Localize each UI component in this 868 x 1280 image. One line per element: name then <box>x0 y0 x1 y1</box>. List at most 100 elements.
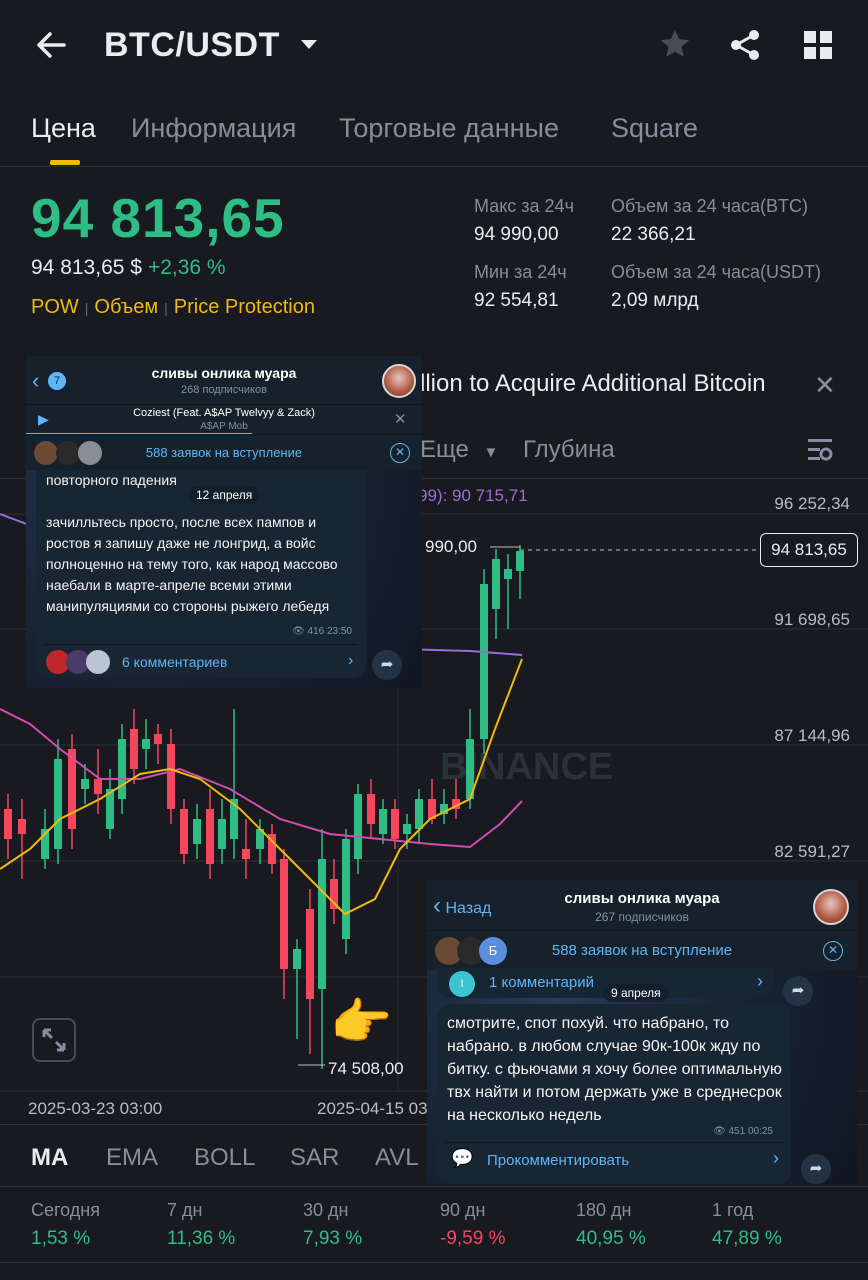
news-close-icon[interactable]: ✕ <box>814 370 836 400</box>
y-tick-2: 91 698,65 <box>774 610 850 629</box>
tg2-prev-comment-chevron-icon[interactable]: › <box>757 971 763 991</box>
tg1-song-artist: A$AP Mob <box>200 421 248 432</box>
tg1-music-close-icon[interactable]: ✕ <box>394 411 407 428</box>
price-usd: 94 813,65 $ <box>31 256 142 279</box>
share-icon[interactable] <box>728 28 762 67</box>
candle-body-15 <box>206 809 214 864</box>
candle-body-13 <box>180 809 188 854</box>
star-icon[interactable] <box>658 27 692 66</box>
perf-label-90d: 90 дн <box>440 1200 486 1220</box>
candle-body-34 <box>440 804 448 814</box>
indicator-avl[interactable]: AVL <box>375 1144 419 1171</box>
tag-price-protection[interactable]: Price Protection <box>173 296 315 318</box>
candle-body-14 <box>193 819 201 844</box>
active-tab-indicator <box>50 160 80 165</box>
perf-value-90d: -9,59 % <box>440 1228 506 1249</box>
candle-body-29 <box>379 809 387 834</box>
low-24h-value: 92 554,81 <box>474 290 559 311</box>
indicator-ema[interactable]: EMA <box>106 1144 159 1171</box>
indicator-ma[interactable]: MA <box>31 1144 69 1171</box>
tg2-comment-button[interactable]: Прокомментировать <box>487 1152 630 1169</box>
tg1-music-bar[interactable]: ▶ Coziest (Feat. A$AP Twelvyy & Zack) A$… <box>26 404 422 435</box>
tg1-join-requests[interactable]: 588 заявок на вступление <box>145 445 303 460</box>
tg1-join-close-icon[interactable]: ✕ <box>390 443 410 463</box>
high-24h-value: 94 990,00 <box>474 224 559 245</box>
back-arrow-icon[interactable] <box>34 28 68 62</box>
tg2-channel-avatar[interactable] <box>813 889 849 925</box>
high-marker-label: 990,00 <box>425 537 477 556</box>
candle-body-39 <box>504 569 512 579</box>
tg1-comments-chevron-icon[interactable]: › <box>348 652 354 669</box>
depth-tab[interactable]: Глубина <box>523 436 615 463</box>
tg1-join-bar[interactable]: 588 заявок на вступление ✕ <box>26 434 422 470</box>
tab-info[interactable]: Информация <box>131 113 297 143</box>
perf-value-7d: 11,36 % <box>167 1228 236 1249</box>
chart-settings-icon[interactable] <box>806 437 834 468</box>
tg1-commenter-avatar-3 <box>86 650 110 674</box>
tg2-date-pill: 9 апреля <box>603 984 669 1002</box>
tg2-join-close-icon[interactable]: ✕ <box>823 941 843 961</box>
candle-body-33 <box>428 799 436 819</box>
tab-square[interactable]: Square <box>611 113 699 143</box>
pair-title[interactable]: BTC/USDT <box>104 26 280 64</box>
tg1-song-title: Coziest (Feat. A$AP Twelvyy & Zack) <box>133 407 315 419</box>
telegram-screenshot-1: ‹ 7 сливы онлика муара 268 подписчиков ▶… <box>26 356 422 688</box>
tg1-back-icon[interactable]: ‹ <box>32 368 40 393</box>
perf-label-30d: 30 дн <box>303 1200 349 1220</box>
candle-body-21 <box>280 859 288 969</box>
grid-menu-icon[interactable] <box>803 30 833 65</box>
tg1-header: ‹ 7 сливы онлика муара 268 подписчиков <box>26 356 422 404</box>
candle-body-18 <box>242 849 250 859</box>
more-menu[interactable]: Еще ▼ <box>420 436 498 464</box>
pair-dropdown-icon[interactable] <box>300 38 318 56</box>
perf-value-180d: 40,95 % <box>576 1228 646 1249</box>
tabs-divider <box>0 166 868 167</box>
tag-volume[interactable]: Объем <box>94 296 159 318</box>
tag-row: POW | Объем | Price Protection <box>31 296 315 318</box>
candle-body-36 <box>466 739 474 799</box>
price-change: +2,36 % <box>147 256 226 279</box>
tg2-prev-comment-link[interactable]: 1 комментарий <box>489 974 594 991</box>
tg1-meta-text: 416 23:50 <box>307 626 352 637</box>
last-price: 94 813,65 <box>31 187 285 249</box>
tg1-forward-icon[interactable]: ➦ <box>372 650 402 680</box>
tg2-comment-chevron-icon[interactable]: › <box>773 1148 779 1168</box>
tg1-back-count: 7 <box>48 372 66 390</box>
news-banner[interactable]: llion to Acquire Additional Bitcoin <box>420 370 766 397</box>
tg1-comments-link[interactable]: 6 комментариев <box>122 654 228 670</box>
candle-body-30 <box>391 809 399 839</box>
tg2-forward-icon-2[interactable]: ➦ <box>801 1154 831 1184</box>
tg2-header: ‹ Назад сливы онлика муара 267 подписчик… <box>427 880 857 930</box>
tg2-join-requests[interactable]: 588 заявок на вступление <box>551 942 733 959</box>
perf-label-7d: 7 дн <box>167 1200 203 1220</box>
tg1-channel-avatar[interactable] <box>382 364 416 398</box>
tg1-play-icon[interactable]: ▶ <box>38 411 49 427</box>
tg2-forward-icon-1[interactable]: ➦ <box>783 976 813 1006</box>
indicator-boll[interactable]: BOLL <box>194 1144 256 1171</box>
indicator-sar[interactable]: SAR <box>290 1144 340 1171</box>
ma7-line <box>0 658 523 916</box>
candle-body-27 <box>354 794 362 859</box>
tab-price[interactable]: Цена <box>31 113 96 143</box>
tg2-meta-text: 451 00:25 <box>728 1126 773 1137</box>
tg2-back-button[interactable]: ‹ Назад <box>433 892 491 920</box>
tag-pow[interactable]: POW <box>31 296 79 318</box>
tab-trading-data[interactable]: Торговые данные <box>339 113 559 143</box>
tg2-message-text: смотрите, спот похуй. что набрано, то на… <box>447 1015 782 1124</box>
y-tick-1: 96 252,34 <box>774 494 850 513</box>
fullscreen-icon[interactable] <box>32 1018 76 1062</box>
tg2-join-bar[interactable]: Б 588 заявок на вступление ✕ <box>427 930 857 970</box>
candle-body-20 <box>268 834 276 864</box>
candle-body-19 <box>256 829 264 849</box>
tg1-date-pill: 12 апреля <box>188 486 261 504</box>
tg2-back-icon: ‹ <box>433 892 441 919</box>
candle-body-26 <box>342 839 350 939</box>
tg2-views-icon: 👁 <box>713 1126 726 1137</box>
tg2-comment-bubble-icon[interactable]: 💬 <box>451 1148 474 1168</box>
x-tick-1: 2025-03-23 03:00 <box>28 1099 163 1118</box>
tg1-views-icon: 👁 <box>292 626 305 637</box>
perf-value-today: 1,53 % <box>31 1228 91 1249</box>
perf-label-180d: 180 дн <box>576 1200 632 1220</box>
tg1-partial-text: повторного падения <box>46 472 177 488</box>
tg2-title: сливы онлика муара <box>564 890 720 907</box>
